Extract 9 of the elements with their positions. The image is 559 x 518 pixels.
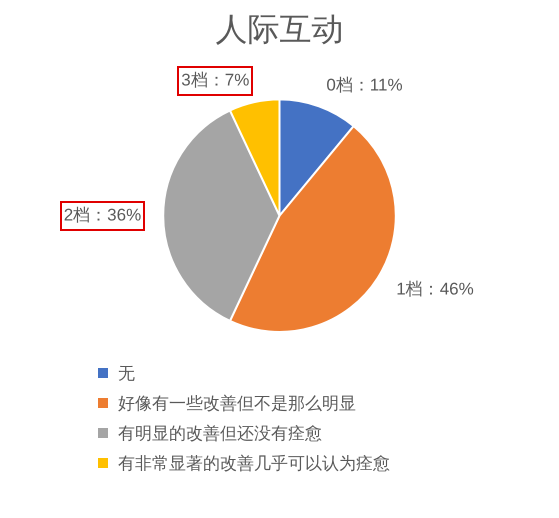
data-label: 0档：11% [326, 75, 403, 94]
legend-label: 有非常显著的改善几乎可以认为痊愈 [118, 452, 390, 474]
legend-label: 无 [118, 362, 135, 384]
chart-title: 人际互动 [216, 11, 344, 48]
data-label: 2档：36% [64, 205, 142, 224]
data-label: 3档：7% [181, 70, 250, 90]
data-label: 1档：46% [396, 279, 474, 298]
legend-label: 好像有一些改善但不是那么明显 [118, 392, 356, 414]
legend-label: 有明显的改善但还没有痊愈 [118, 422, 322, 444]
